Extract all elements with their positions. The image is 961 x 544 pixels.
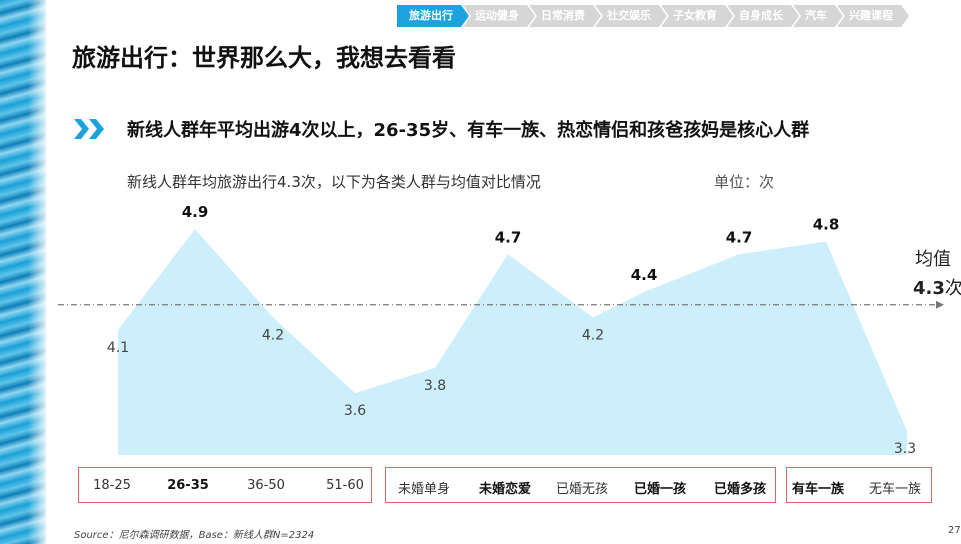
value-label: 3.8 [424,378,446,394]
double-chevron-icon [74,119,104,139]
value-label: 4.7 [495,228,522,246]
value-label: 4.2 [262,327,284,343]
page-number: 27 [948,525,961,536]
average-value: 4.3次 [913,274,961,300]
category-label: 已婚多孩 [713,482,767,497]
nav-tab-0[interactable]: 旅游出行 [397,5,469,27]
group-box-car [786,467,932,503]
value-label: 3.3 [894,441,916,457]
unit-label: 单位：次 [714,173,775,191]
top-nav: 旅游出行 运动健身 日常消费 社交娱乐 子女教育 自身成长 汽车 兴趣课程 [397,5,903,27]
category-label: 有车一族 [791,482,845,497]
subtitle: 新线人群年均旅游出行4.3次，以下为各类人群与均值对比情况 [127,173,541,191]
headline: 新线人群年平均出游4次以上，26-35岁、有车一族、热恋情侣和孩爸孩妈是核心人群 [127,120,810,141]
nav-tab-2[interactable]: 日常消费 [529,5,601,27]
average-number: 4.3 [913,278,945,299]
nav-tab-7[interactable]: 兴趣课程 [837,5,909,27]
nav-tab-3[interactable]: 社交娱乐 [595,5,667,27]
category-label: 无车一族 [868,482,922,497]
average-line-arrow [936,300,944,309]
category-label: 已婚无孩 [555,482,609,497]
nav-tab-1[interactable]: 运动健身 [463,5,535,27]
nav-tab-4[interactable]: 子女教育 [661,5,733,27]
value-label: 3.6 [344,403,366,419]
average-label: 均值 [915,249,951,270]
value-label: 4.9 [182,203,209,221]
average-suffix: 次 [944,278,961,299]
category-label: 18-25 [93,478,131,493]
nav-tab-6[interactable]: 汽车 [793,5,843,27]
nav-tab-5[interactable]: 自身成长 [727,5,799,27]
value-label: 4.1 [107,340,129,356]
category-label: 未婚单身 [397,482,451,497]
group-box-marital [385,467,776,503]
page-title: 旅游出行：世界那么大，我想去看看 [72,44,456,72]
area-fill [118,229,907,455]
value-label: 4.8 [813,216,840,234]
value-label: 4.7 [726,228,753,246]
category-label: 51-60 [326,478,364,493]
category-label: 已婚一孩 [633,482,687,497]
left-decoration [0,0,46,544]
category-label: 未婚恋爱 [478,482,532,497]
source-note: Source：尼尔森调研数据，Base：新线人群N=2324 [74,530,315,541]
group-box-age [78,467,372,503]
category-label: 36-50 [247,478,285,493]
value-label: 4.4 [631,266,658,284]
value-label: 4.2 [582,327,604,343]
category-label: 26-35 [167,478,209,493]
